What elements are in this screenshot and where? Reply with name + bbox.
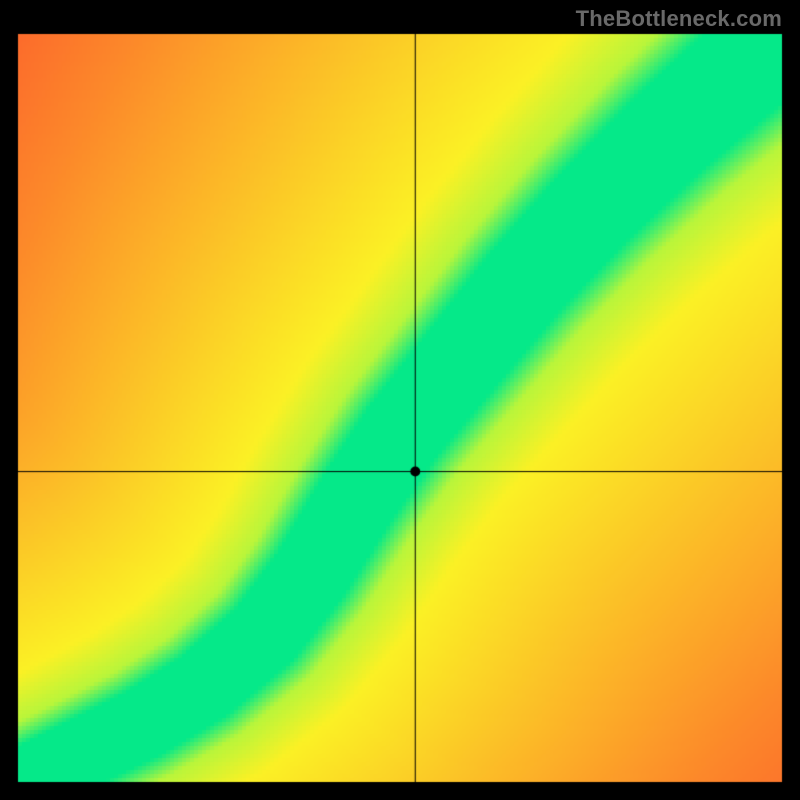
chart-container: TheBottleneck.com	[0, 0, 800, 800]
heatmap-canvas	[0, 0, 800, 800]
watermark-text: TheBottleneck.com	[576, 6, 782, 32]
